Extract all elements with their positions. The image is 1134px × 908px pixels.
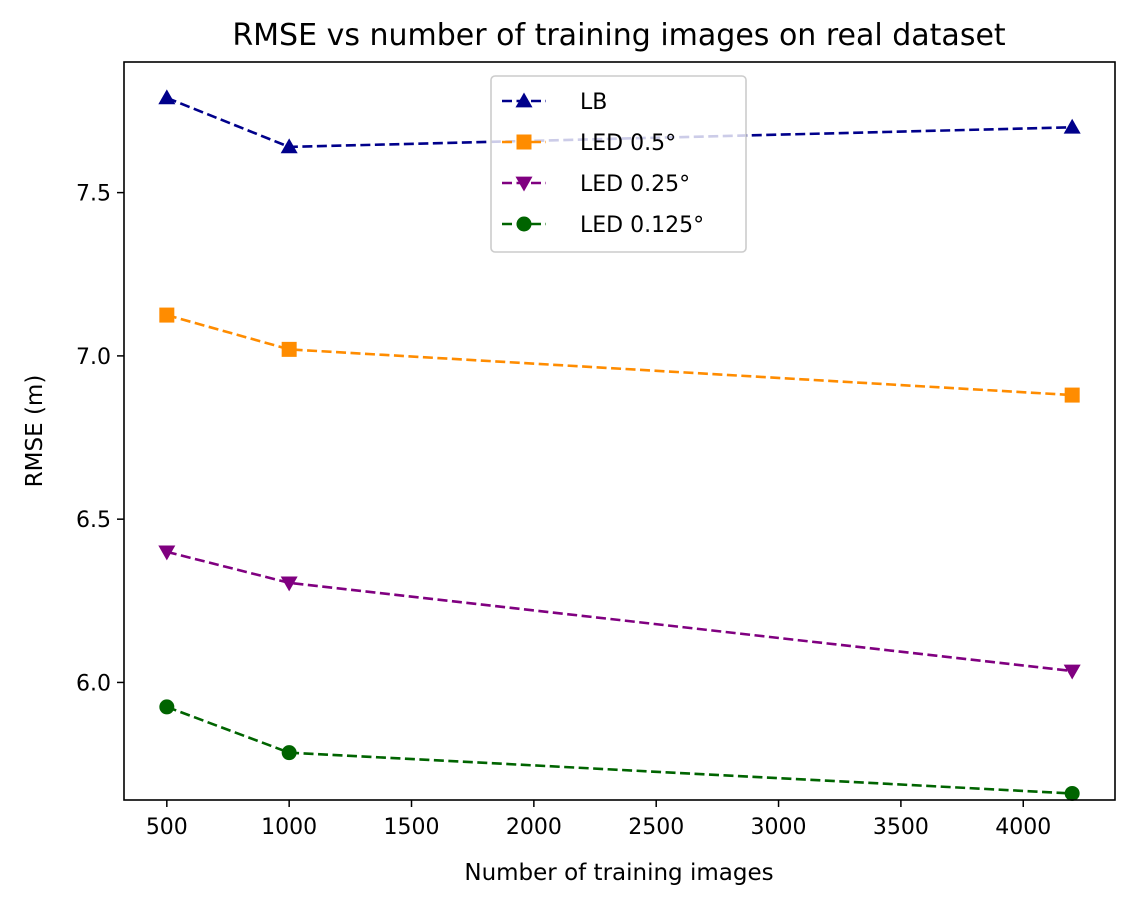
data-point [281,341,297,357]
data-point [1063,118,1081,134]
y-tick-label: 7.0 [76,345,111,370]
x-axis-ticks: 500 1000 1500 2000 2500 3000 3500 4000 [146,800,1051,840]
x-tick-label: 3000 [751,815,807,840]
x-tick-label: 4000 [995,815,1051,840]
y-tick-label: 6.5 [76,508,111,533]
data-point [280,576,298,592]
y-axis-ticks: 6.0 6.5 7.0 7.5 [76,182,124,696]
x-tick-label: 2500 [628,815,684,840]
x-tick-label: 500 [146,815,188,840]
series-2 [158,545,1081,680]
x-tick-label: 3500 [873,815,929,840]
data-point [158,89,176,105]
x-tick-label: 1500 [384,815,440,840]
data-point [159,307,175,323]
legend-label: LED 0.25° [580,172,690,197]
legend-label: LB [580,90,607,115]
data-point [281,745,297,761]
legend-item: LED 0.25° [502,172,690,197]
legend-box [490,75,747,253]
legend-item: LED 0.5° [502,131,676,156]
legend-label: LED 0.5° [580,131,676,156]
legend-marker [515,176,533,192]
legend-marker [516,134,532,150]
data-point [1064,387,1080,403]
chart-title: RMSE vs number of training images on rea… [232,18,1006,53]
y-axis-label: RMSE (m) [22,375,48,488]
data-point [158,545,176,561]
data-point [1063,664,1081,680]
x-axis-label: Number of training images [464,860,773,886]
legend-marker [515,92,533,108]
legend: LB LED 0.5° LED 0.25° LED 0.125° [490,75,747,253]
data-point [1064,785,1080,801]
x-tick-label: 1000 [261,815,317,840]
legend-item: LED 0.125° [502,213,704,238]
legend-label: LED 0.125° [580,213,704,238]
legend-item: LB [502,90,607,115]
series-0 [158,89,1081,154]
y-tick-label: 6.0 [76,671,111,696]
legend-marker [516,216,532,232]
series-3 [159,699,1080,801]
plot-frame [123,61,1116,801]
y-tick-label: 7.5 [76,182,111,207]
data-point [159,699,175,715]
series-1 [159,307,1080,403]
data-point [280,138,298,154]
x-tick-label: 2000 [506,815,562,840]
series-layer [158,89,1081,801]
